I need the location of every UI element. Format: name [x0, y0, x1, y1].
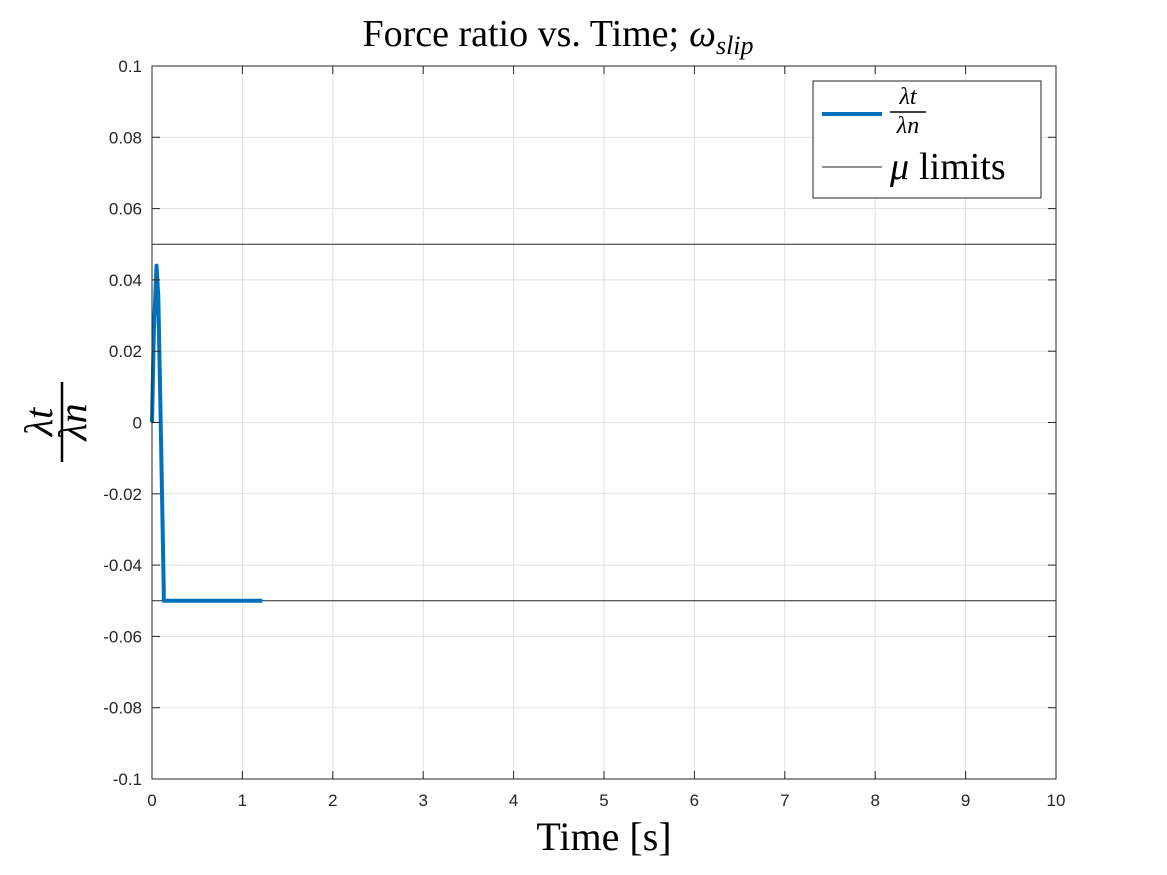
x-tick-label: 7 [780, 791, 789, 810]
y-tick-label: -0.06 [103, 627, 142, 646]
y-tick-label: 0.1 [118, 57, 142, 76]
legend: λt λn μ limits [812, 80, 1042, 199]
x-tick-label: 9 [961, 791, 970, 810]
y-tick-label: -0.02 [103, 485, 142, 504]
y-tick-label: 0.08 [109, 128, 142, 147]
y-tick-marks [152, 65, 1056, 780]
y-tick-labels: 0.1 0.08 0.06 0.04 0.02 0 -0.02 -0.04 -0.06 -0.08… [103, 57, 142, 789]
chart-title-subscript: slip [716, 31, 754, 60]
y-tick-label: 0 [133, 414, 142, 433]
x-tick-marks [151, 66, 1057, 779]
y-tick-label: 0.02 [109, 342, 142, 361]
legend-mu-symbol: μ [889, 146, 909, 188]
y-tick-label: 0.04 [109, 271, 142, 290]
chart-title-main: Force ratio vs. Time; [362, 13, 679, 55]
y-tick-label: -0.04 [103, 556, 142, 575]
x-tick-label: 0 [147, 791, 156, 810]
x-tick-label: 8 [870, 791, 879, 810]
legend-box [812, 80, 1042, 199]
force-ratio-series-line [150, 263, 263, 603]
chart-title-symbol: ω [689, 13, 716, 55]
legend-label-numerator: λt [898, 84, 917, 110]
legend-label-denominator: λn [896, 113, 919, 139]
x-tick-label: 1 [238, 791, 247, 810]
y-axis-label-numerator: λt [16, 407, 61, 437]
x-tick-label: 3 [418, 791, 427, 810]
y-tick-label: -0.1 [113, 770, 142, 789]
x-axis-label: Time [s] [536, 814, 671, 859]
x-tick-label: 6 [690, 791, 699, 810]
legend-label-mu-limits: μ limits [889, 146, 1006, 188]
x-tick-labels: 0 1 2 3 4 5 6 7 8 9 10 [147, 791, 1065, 810]
y-axis-label-denominator: λn [50, 403, 95, 441]
x-tick-label: 4 [509, 791, 518, 810]
series-lines [150, 263, 263, 603]
x-tick-label: 10 [1047, 791, 1066, 810]
legend-limits-text: limits [919, 146, 1006, 188]
x-tick-label: 2 [328, 791, 337, 810]
y-tick-label: 0.06 [109, 200, 142, 219]
y-tick-label: -0.08 [103, 699, 142, 718]
x-tick-label: 5 [599, 791, 608, 810]
chart-title: Force ratio vs. Time; ωslip [362, 13, 753, 60]
y-axis-label: λt λn [16, 382, 95, 462]
mu-limit-lines [152, 243, 1056, 602]
